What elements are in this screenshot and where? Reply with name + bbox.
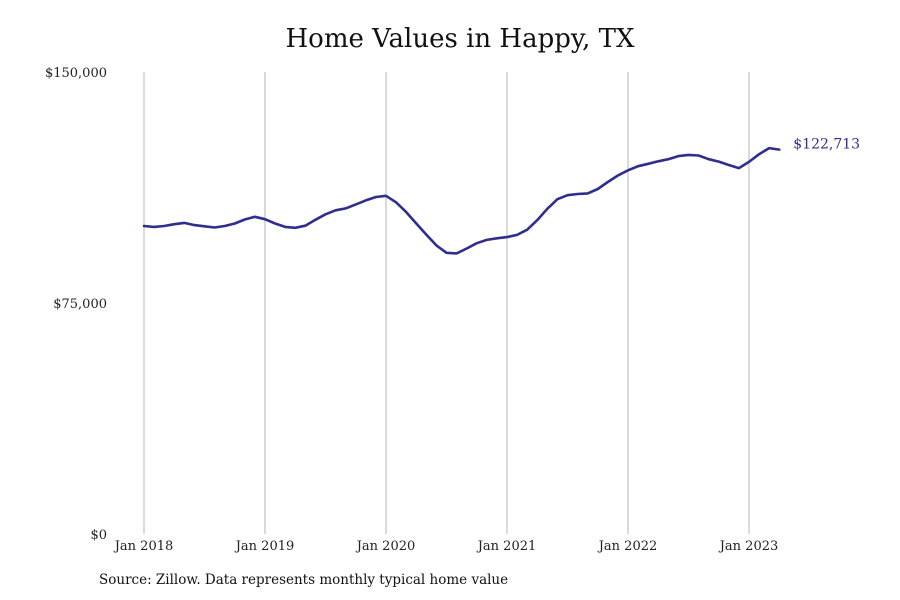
y-tick-label: $75,000 — [53, 297, 107, 312]
source-note: Source: Zillow. Data represents monthly … — [99, 572, 509, 588]
y-axis-tick-labels: $0 $75,000 $150,000 — [45, 66, 107, 543]
x-tick-label: Jan 2023 — [718, 539, 779, 554]
vertical-gridlines — [143, 72, 750, 534]
y-tick-label: $0 — [90, 528, 107, 543]
y-tick-label: $150,000 — [45, 66, 107, 81]
x-axis-tick-labels: Jan 2018 Jan 2019 Jan 2020 Jan 2021 Jan 2022… — [113, 539, 779, 554]
last-value-label: $122,713 — [793, 137, 860, 153]
chart-title: Home Values in Happy, TX — [285, 24, 635, 54]
x-tick-label: Jan 2021 — [476, 539, 537, 554]
x-tick-label: Jan 2020 — [355, 539, 416, 554]
x-tick-label: Jan 2018 — [113, 539, 174, 554]
x-tick-label: Jan 2019 — [234, 539, 295, 554]
home-value-series-line — [142, 146, 781, 255]
x-tick-label: Jan 2022 — [597, 539, 658, 554]
